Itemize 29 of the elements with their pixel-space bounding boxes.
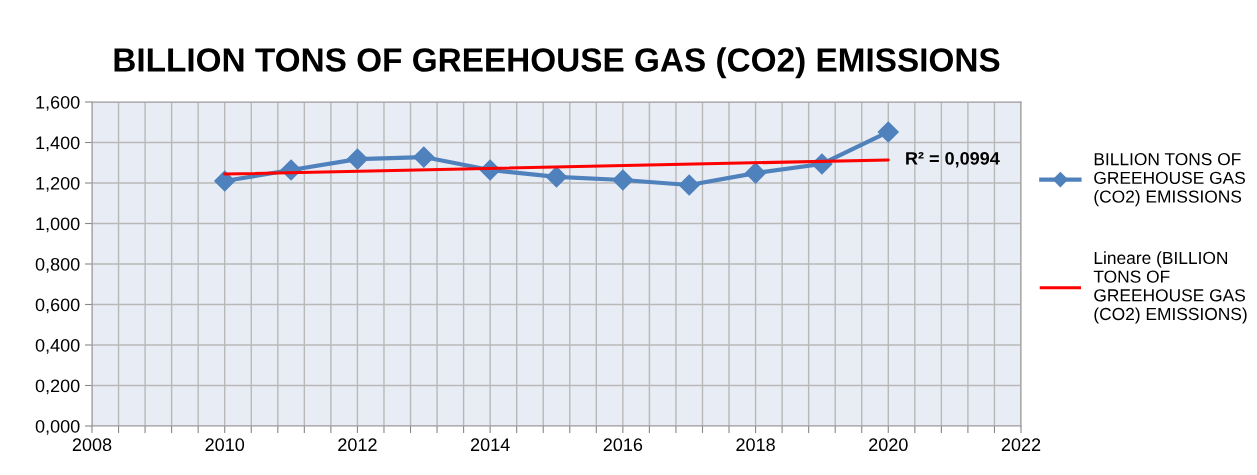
x-tick-label: 2022 bbox=[1001, 438, 1041, 452]
x-tick-label: 2020 bbox=[869, 438, 908, 452]
chart-title: BILLION TONS OF GREEHOUSE GAS (CO2) EMISSIONS bbox=[114, 47, 1000, 79]
y-tick-label: 0,000 bbox=[35, 419, 80, 435]
point bbox=[545, 166, 568, 188]
x-tick-label: 2016 bbox=[603, 438, 643, 452]
point bbox=[413, 146, 435, 168]
y-tick-label: 0,400 bbox=[35, 338, 80, 354]
annotation: R² = 0,0994 bbox=[906, 151, 1000, 168]
y-tick-label: 1,600 bbox=[36, 95, 80, 111]
point bbox=[745, 162, 767, 184]
x-tick-label: 2010 bbox=[205, 438, 245, 452]
legend-label: Lineare (BILLION TONS OF GREEHOUSE GAS (CO2) EMISSIONS) bbox=[1093, 251, 1247, 324]
y-tick-label: 1,200 bbox=[36, 176, 80, 192]
x-tick-label: 2018 bbox=[736, 438, 775, 452]
y-tick-label: 1,400 bbox=[36, 136, 80, 152]
y-tick-label: 1,000 bbox=[36, 217, 80, 233]
y-tick-label: 0,200 bbox=[35, 379, 80, 395]
legend-label: BILLION TONS OF GREEHOUSE GAS (CO2) EMISSIONS bbox=[1094, 153, 1245, 207]
point bbox=[678, 174, 700, 196]
point bbox=[612, 169, 634, 191]
point bbox=[346, 148, 368, 170]
point bbox=[877, 121, 899, 143]
x-tick-label: 2008 bbox=[72, 438, 112, 452]
y-tick-label: 0,600 bbox=[35, 298, 80, 314]
x-tick-label: 2012 bbox=[338, 438, 377, 452]
point bbox=[214, 170, 236, 192]
y-tick-label: 0,800 bbox=[35, 257, 80, 273]
x-tick-label: 2014 bbox=[470, 438, 510, 452]
